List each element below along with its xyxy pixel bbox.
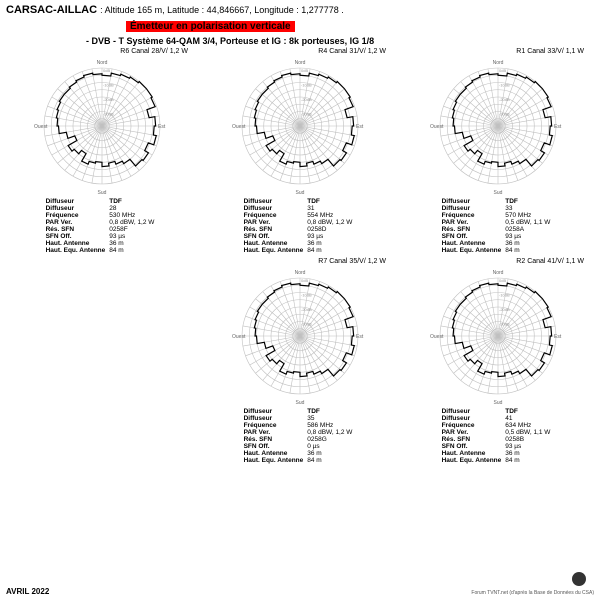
svg-text:0dB: 0dB <box>301 278 308 283</box>
svg-text:Est: Est <box>158 124 166 130</box>
svg-text:-10dB: -10dB <box>499 293 510 298</box>
chart-row-2: R7 Canal 35/V/ 1,2 W 0dB -10dB -20dB -30dB … <box>0 256 600 466</box>
svg-text:-30dB: -30dB <box>103 112 114 117</box>
chart-cell-r4: R4 Canal 31/V/ 1,2 W 0dB -10dB -20dB -30dB … <box>202 48 398 254</box>
svg-text:Est: Est <box>554 124 562 130</box>
channel-label: R6 Canal 28/V/ 1,2 W <box>120 48 188 55</box>
param-table: DiffuseurTDFDiffuseur35Fréquence586 MHzP… <box>244 408 357 464</box>
svg-text:-10dB: -10dB <box>301 293 312 298</box>
channel-label: R7 Canal 35/V/ 1,2 W <box>318 258 386 265</box>
svg-text:-30dB: -30dB <box>301 322 312 327</box>
site-name: CARSAC-AILLAC <box>6 4 97 16</box>
chart-cell-r1: R1 Canal 33/V/ 1,1 W 0dB -10dB -20dB -30dB … <box>400 48 596 254</box>
svg-text:Nord: Nord <box>493 60 504 66</box>
svg-text:Sud: Sud <box>494 400 503 406</box>
svg-text:-20dB: -20dB <box>499 307 510 312</box>
svg-text:-10dB: -10dB <box>103 83 114 88</box>
param-table: DiffuseurTDFDiffuseur28Fréquence530 MHzP… <box>46 198 159 254</box>
svg-text:Est: Est <box>356 124 364 130</box>
footer-credit: Forum TVNT.net (d'après la Base de Donné… <box>471 590 594 596</box>
svg-text:-20dB: -20dB <box>499 97 510 102</box>
svg-text:Sud: Sud <box>494 190 503 196</box>
svg-text:-30dB: -30dB <box>499 322 510 327</box>
chart-cell-r2: R2 Canal 41/V/ 1,1 W 0dB -10dB -20dB -30dB … <box>400 258 596 464</box>
svg-text:0dB: 0dB <box>103 68 110 73</box>
svg-text:-20dB: -20dB <box>103 97 114 102</box>
svg-text:0dB: 0dB <box>499 68 506 73</box>
polar-chart: 0dB -10dB -20dB -30dB Nord Sud Ouest Est <box>230 266 370 406</box>
svg-text:-10dB: -10dB <box>499 83 510 88</box>
svg-text:Est: Est <box>554 334 562 340</box>
channel-label: R2 Canal 41/V/ 1,1 W <box>516 258 584 265</box>
svg-text:Sud: Sud <box>98 190 107 196</box>
svg-text:-30dB: -30dB <box>499 112 510 117</box>
svg-text:Nord: Nord <box>493 270 504 276</box>
chart-cell-r7: R7 Canal 35/V/ 1,2 W 0dB -10dB -20dB -30dB … <box>202 258 398 464</box>
channel-label: R4 Canal 31/V/ 1,2 W <box>318 48 386 55</box>
svg-text:-10dB: -10dB <box>301 83 312 88</box>
polar-chart: 0dB -10dB -20dB -30dB Nord Sud Ouest Est <box>428 56 568 196</box>
param-table: DiffuseurTDFDiffuseur31Fréquence554 MHzP… <box>244 198 357 254</box>
footer-date: AVRIL 2022 <box>6 587 49 596</box>
svg-text:-20dB: -20dB <box>301 307 312 312</box>
svg-text:-30dB: -30dB <box>301 112 312 117</box>
svg-text:0dB: 0dB <box>499 278 506 283</box>
polar-chart: 0dB -10dB -20dB -30dB Nord Sud Ouest Est <box>32 56 172 196</box>
polar-chart: 0dB -10dB -20dB -30dB Nord Sud Ouest Est <box>230 56 370 196</box>
site-geo: : Altitude 165 m, Latitude : 44,846667, … <box>100 5 344 15</box>
svg-text:0dB: 0dB <box>301 68 308 73</box>
chart-cell-r6: R6 Canal 28/V/ 1,2 W 0dB -10dB -20dB -30dB … <box>4 48 200 254</box>
param-table: DiffuseurTDFDiffuseur41Fréquence634 MHzP… <box>442 408 555 464</box>
svg-text:Ouest: Ouest <box>34 124 48 130</box>
svg-text:Ouest: Ouest <box>430 334 444 340</box>
header: CARSAC-AILLAC : Altitude 165 m, Latitude… <box>0 0 600 46</box>
svg-text:Nord: Nord <box>295 60 306 66</box>
channel-label: R1 Canal 33/V/ 1,1 W <box>516 48 584 55</box>
polar-chart: 0dB -10dB -20dB -30dB Nord Sud Ouest Est <box>428 266 568 406</box>
svg-text:Nord: Nord <box>295 270 306 276</box>
logo-icon <box>572 572 586 586</box>
svg-text:-20dB: -20dB <box>301 97 312 102</box>
param-table: DiffuseurTDFDiffuseur33Fréquence570 MHzP… <box>442 198 555 254</box>
svg-text:Nord: Nord <box>97 60 108 66</box>
site-line: CARSAC-AILLAC : Altitude 165 m, Latitude… <box>6 4 594 16</box>
polarization-banner: Émetteur en polarisation verticale <box>126 21 295 32</box>
svg-text:Ouest: Ouest <box>430 124 444 130</box>
svg-text:Sud: Sud <box>296 190 305 196</box>
system-line: - DVB - T Système 64-QAM 3/4, Porteuse e… <box>86 36 594 46</box>
svg-text:Ouest: Ouest <box>232 124 246 130</box>
chart-row-1: R6 Canal 28/V/ 1,2 W 0dB -10dB -20dB -30dB … <box>0 46 600 256</box>
svg-text:Sud: Sud <box>296 400 305 406</box>
svg-text:Ouest: Ouest <box>232 334 246 340</box>
svg-text:Est: Est <box>356 334 364 340</box>
